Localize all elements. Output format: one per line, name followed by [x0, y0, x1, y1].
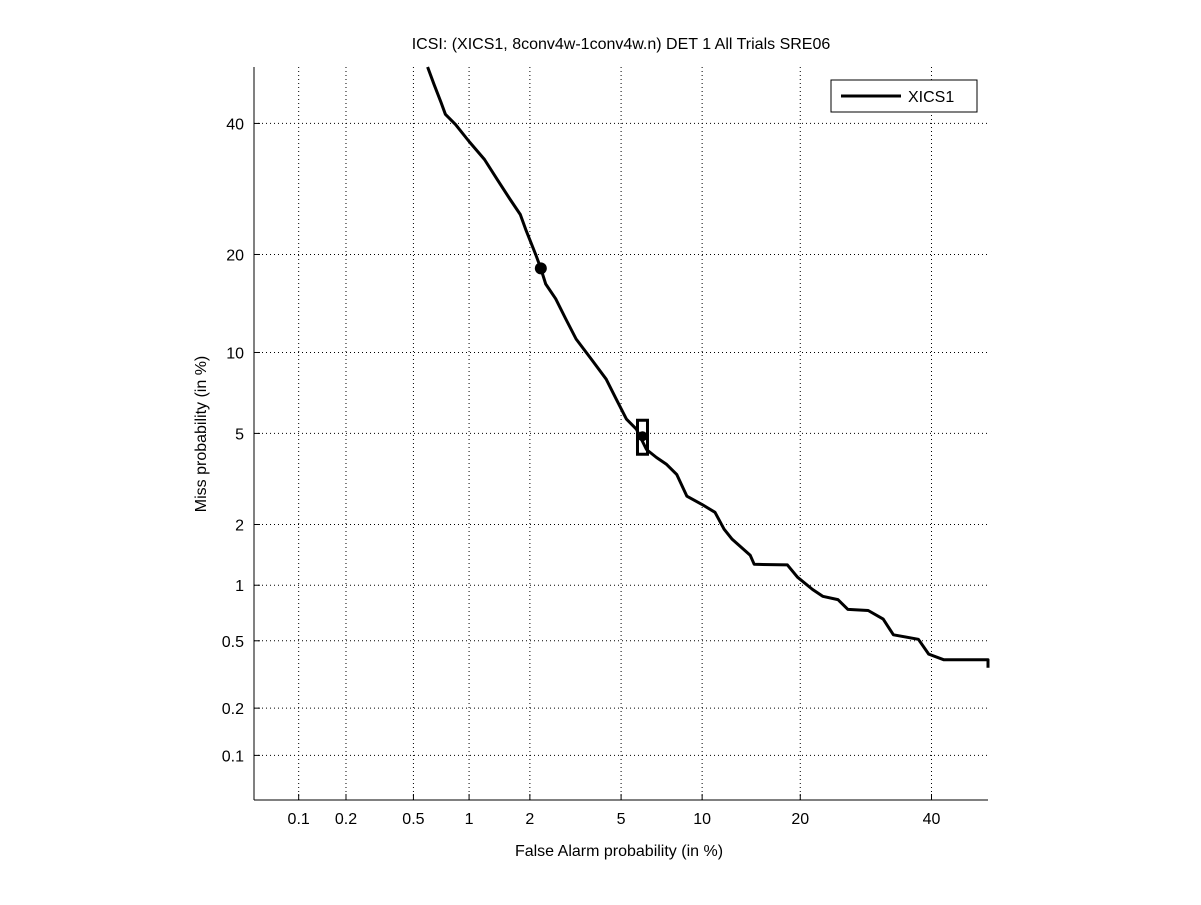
chart-title: ICSI: (XICS1, 8conv4w-1conv4w.n) DET 1 A…: [412, 36, 831, 53]
x-tick-label: 0.5: [402, 811, 424, 828]
x-tick-label: 10: [693, 811, 711, 828]
grid: [254, 67, 988, 800]
y-ticks: 0.1 0.2 0.5 1 2 5 10 20 40: [222, 116, 260, 765]
x-ticks: 0.1 0.2 0.5 1 2 5 10 20 40: [288, 794, 941, 828]
x-tick-label: 20: [791, 811, 809, 828]
actual-dcf-point-dot-marker: [637, 431, 648, 442]
y-tick-label: 10: [226, 345, 244, 362]
y-tick-label: 0.2: [222, 701, 244, 718]
x-tick-label: 0.1: [288, 811, 310, 828]
y-tick-label: 0.5: [222, 634, 244, 651]
x-tick-label: 5: [617, 811, 626, 828]
legend-label-xics1: XICS1: [908, 89, 954, 106]
actual-dcf-point-square-marker: [635, 418, 649, 456]
x-tick-label: 1: [465, 811, 474, 828]
x-tick-label: 2: [525, 811, 534, 828]
axes: [253, 67, 988, 801]
legend: XICS1: [830, 79, 978, 113]
min-dcf-point-marker: [534, 262, 547, 275]
y-tick-label: 2: [235, 517, 244, 534]
x-axis-label: False Alarm probability (in %): [515, 843, 723, 860]
y-tick-label: 5: [235, 426, 244, 443]
series-line-xics1: [426, 66, 990, 668]
y-tick-label: 40: [226, 116, 244, 133]
y-axis-label: Miss probability (in %): [193, 356, 210, 512]
y-tick-label: 0.1: [222, 748, 244, 765]
series-layer: [426, 66, 990, 668]
y-tick-label: 20: [226, 247, 244, 264]
x-tick-label: 0.2: [335, 811, 357, 828]
y-tick-label: 1: [235, 578, 244, 595]
x-tick-label: 40: [923, 811, 941, 828]
